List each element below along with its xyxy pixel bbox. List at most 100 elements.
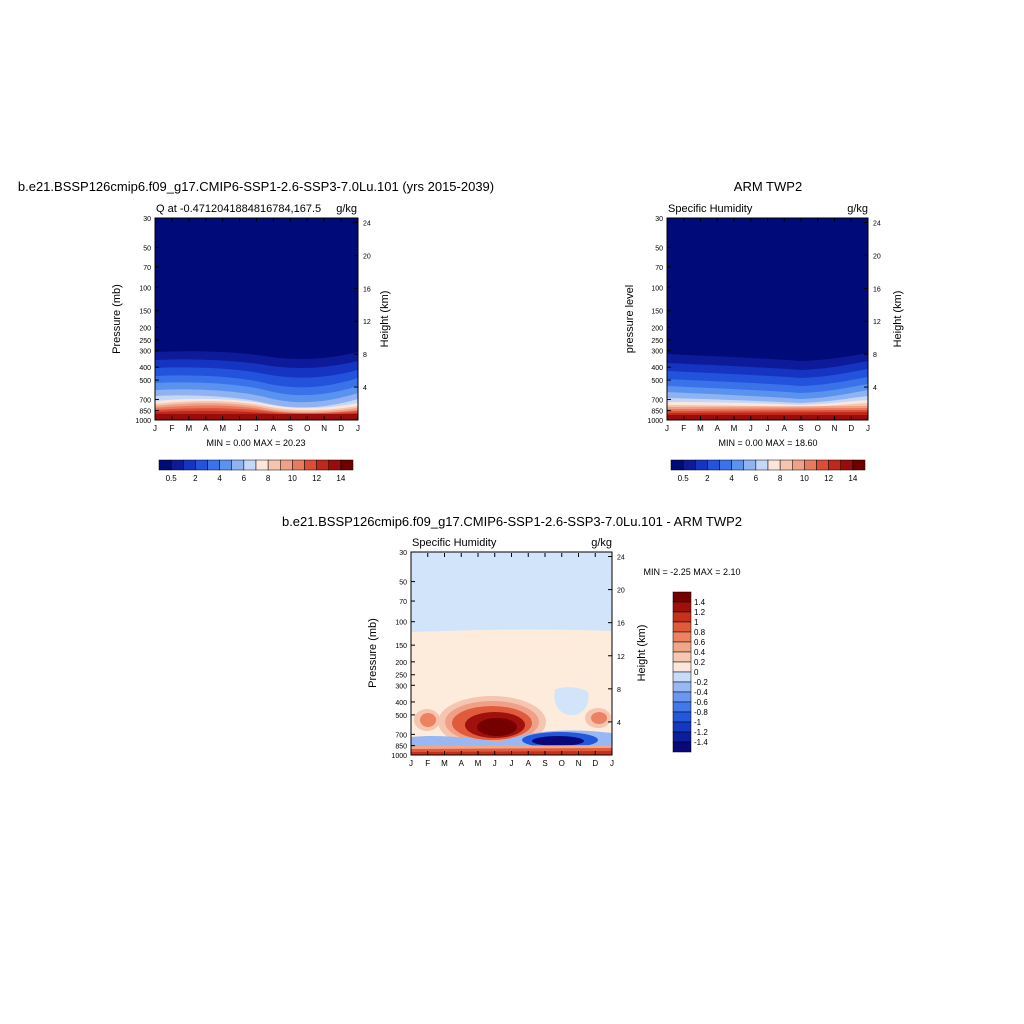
colorbar-box [707, 459, 720, 471]
y-ticks: 30 50 70 100 150 200 250 300 400 500 700 850 1000 [135, 216, 159, 425]
y-tick-label: 200 [395, 660, 407, 667]
y-right-tick-label: 4 [363, 385, 367, 392]
colorbar-box [672, 691, 692, 703]
colorbar-box [304, 459, 317, 471]
x-tick-label: D [592, 759, 598, 768]
colorbar-box [672, 601, 692, 613]
y-ticks-right: 24 20 16 12 8 4 [354, 220, 371, 392]
y-tick-label: 400 [395, 700, 407, 707]
colorbar-box [767, 459, 781, 471]
x-tick-label: J [766, 424, 770, 433]
y-tick-label: 400 [651, 365, 663, 372]
x-tick-label: N [576, 759, 582, 768]
colorbar-box [816, 459, 829, 471]
x-tick-label: J [356, 424, 360, 433]
colorbar-box [670, 459, 684, 471]
contour-field [155, 218, 358, 420]
y-tick-label: 850 [395, 744, 407, 751]
colorbar-box [743, 459, 757, 471]
y-right-tick-label: 8 [873, 352, 877, 359]
colorbar-box [158, 459, 172, 471]
x-tick-label: A [459, 759, 465, 768]
colorbar-box [340, 459, 354, 471]
y-tick-label: 300 [651, 349, 663, 356]
x-tick-label: J [255, 424, 259, 433]
colorbar-box [672, 671, 692, 683]
colorbar-label: 8 [778, 474, 783, 483]
colorbar: 1.41.210.80.60.40.20-0.2-0.4-0.6-0.8-1-1… [672, 591, 708, 753]
colorbar-box [267, 459, 281, 471]
x-tick-label: D [338, 424, 344, 433]
colorbar-box [731, 459, 744, 471]
x-tick-label: M [219, 424, 226, 433]
colorbar-label: 0 [694, 668, 699, 677]
colorbar-box [840, 459, 854, 471]
colorbar-label: 1.2 [694, 608, 706, 617]
panel-difference: b.e21.BSSP126cmip6.f09_g17.CMIP6-SSP1-2.… [282, 514, 742, 768]
y-right-tick-label: 8 [617, 687, 621, 694]
colorbar-box [672, 651, 692, 663]
x-tick-label: A [526, 759, 532, 768]
x-tick-label: N [832, 424, 838, 433]
x-tick-label: M [475, 759, 482, 768]
colorbar-box [316, 459, 329, 471]
colorbar-label: -1.2 [694, 728, 708, 737]
y-tick-label: 50 [655, 245, 663, 252]
y-right-tick-label: 20 [617, 588, 625, 595]
y-tick-label: 30 [143, 216, 151, 223]
stats-label: MIN = 0.00 MAX = 18.60 [718, 438, 817, 448]
contour-pos-right-2 [591, 712, 607, 724]
y-tick-label: 700 [395, 732, 407, 739]
colorbar-box [672, 721, 692, 733]
y-tick-label: 850 [139, 409, 151, 416]
y-axis-label: Pressure (mb) [367, 618, 379, 688]
colorbar-label: -0.4 [694, 688, 708, 697]
stats-label: MIN = -2.25 MAX = 2.10 [643, 567, 740, 577]
colorbar-label: -0.8 [694, 708, 708, 717]
x-tick-label: J [153, 424, 157, 433]
x-tick-label: J [238, 424, 242, 433]
colorbar-label: 0.5 [678, 474, 690, 483]
y-right-tick-label: 20 [873, 253, 881, 260]
y-tick-label: 30 [655, 216, 663, 223]
y-tick-label: 200 [139, 325, 151, 332]
y-right-tick-label: 24 [363, 220, 371, 227]
colorbar-label: 0.6 [694, 638, 706, 647]
colorbar-label: -1 [694, 718, 702, 727]
x-tick-label: N [321, 424, 327, 433]
y-tick-label: 1000 [391, 753, 407, 760]
x-tick-label: M [731, 424, 738, 433]
y-tick-label: 150 [395, 643, 407, 650]
colorbar-box [672, 731, 692, 743]
x-tick-label: O [304, 424, 310, 433]
colorbar-label: 4 [217, 474, 222, 483]
y-tick-label: 250 [395, 673, 407, 680]
colorbar-label: 14 [336, 474, 345, 483]
y-right-tick-label: 8 [363, 352, 367, 359]
colorbar: 0.5 2 4 6 8 10 12 14 [158, 459, 354, 483]
y-axis-label: pressure level [624, 285, 636, 353]
y-tick-label: 1000 [647, 418, 663, 425]
x-tick-label: M [697, 424, 704, 433]
colorbar-box [779, 459, 793, 471]
y-tick-label: 50 [143, 245, 151, 252]
panel-subtitle-left: Specific Humidity [412, 537, 497, 549]
x-tick-label: F [169, 424, 174, 433]
y-tick-label: 700 [139, 397, 151, 404]
colorbar-box [672, 681, 692, 693]
colorbar-label: 0.4 [694, 648, 706, 657]
y-tick-label: 700 [651, 397, 663, 404]
x-tick-label: D [848, 424, 854, 433]
y-right-tick-label: 20 [363, 253, 371, 260]
y-tick-label: 70 [399, 599, 407, 606]
colorbar-label: 1 [694, 618, 699, 627]
y-ticks-right: 24 20 16 12 8 4 [608, 555, 625, 727]
y-right-tick-label: 12 [873, 319, 881, 326]
y-tick-label: 850 [651, 409, 663, 416]
x-tick-label: A [782, 424, 788, 433]
contour-neg-patch-mid [554, 687, 589, 716]
colorbar: 0.5 2 4 6 8 10 12 14 [670, 459, 866, 483]
colorbar-box [219, 459, 232, 471]
colorbar-label: 0.5 [166, 474, 178, 483]
colorbar-label: 0.2 [694, 658, 706, 667]
